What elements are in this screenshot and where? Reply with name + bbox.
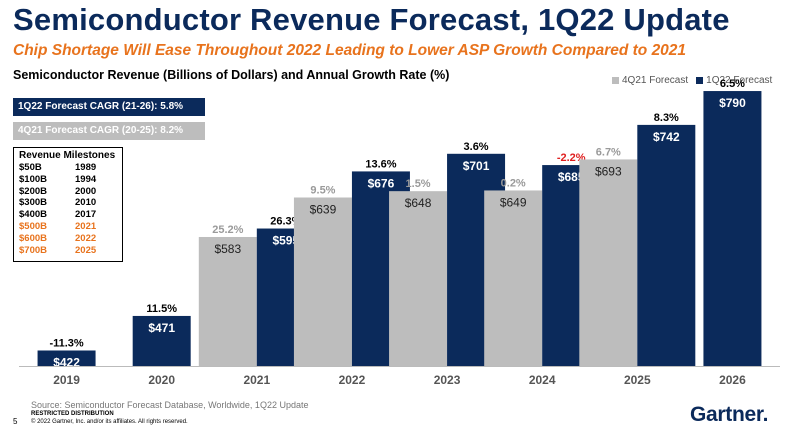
x-tick-label: 2025	[624, 373, 651, 387]
footer-source: Source: Semiconductor Forecast Database,…	[31, 400, 309, 410]
milestone-year: 1994	[75, 173, 97, 185]
bar-1q22	[132, 315, 191, 366]
milestone-year: 2025	[75, 244, 97, 256]
bar-4q21	[198, 236, 257, 366]
slide-title: Semiconductor Revenue Forecast, 1Q22 Upd…	[13, 2, 730, 37]
milestone-value: $100B	[19, 173, 47, 185]
bar-value-label-1q22: $422	[53, 355, 80, 369]
bar-value-label-1q22: $471	[148, 321, 175, 335]
growth-label-1q22: 3.6%	[464, 141, 489, 153]
bar-value-label-4q21: $639	[310, 203, 337, 217]
milestone-value: $600B	[19, 232, 47, 244]
gartner-logo: Gartner.	[690, 403, 768, 427]
growth-label-1q22: 8.3%	[654, 112, 679, 124]
growth-label-1q22: 11.5%	[146, 303, 177, 315]
milestone-row: $100B 1994	[19, 174, 96, 186]
milestone-row: $300B 2010	[19, 197, 96, 209]
revenue-milestones-box: Revenue Milestones $50B 1989 $100B 1994 $200…	[13, 147, 123, 262]
bar-value-label-1q22: $790	[719, 96, 746, 110]
footer-restricted: RESTRICTED DISTRIBUTION	[31, 411, 114, 417]
growth-label-4q21: 9.5%	[310, 185, 335, 197]
growth-label-4q21: 25.2%	[212, 224, 243, 236]
legend-item-1q22: 1Q22 Forecast	[696, 75, 772, 86]
milestone-year: 2021	[75, 220, 97, 232]
x-tick-label: 2020	[148, 373, 175, 387]
bar-value-label-4q21: $583	[214, 242, 241, 256]
milestone-year: 2010	[75, 197, 97, 209]
x-tick-label: 2019	[53, 373, 80, 387]
bar-4q21	[389, 191, 448, 366]
bar-4q21	[579, 159, 638, 366]
milestones-title: Revenue Milestones	[19, 150, 116, 161]
x-tick-label: 2026	[719, 373, 746, 387]
growth-label-4q21: 6.7%	[596, 146, 621, 158]
bar-4q21	[484, 190, 543, 366]
milestone-row: $50B 1989	[19, 162, 96, 174]
growth-label-1q22: 6.5%	[720, 78, 745, 90]
milestone-year: 1989	[75, 162, 97, 173]
milestone-year: 2022	[75, 232, 97, 244]
milestone-row: $600B 2022	[19, 233, 96, 245]
x-tick-label: 2023	[434, 373, 461, 387]
chart-legend: 4Q21 Forecast 1Q22 Forecast	[612, 75, 772, 86]
page-number: 5	[13, 417, 18, 426]
x-tick-label: 2021	[243, 373, 270, 387]
growth-label-1q22: 13.6%	[365, 158, 396, 170]
slide-subtitle: Chip Shortage Will Ease Throughout 2022 …	[13, 42, 687, 59]
growth-label-1q22: -2.2%	[557, 152, 586, 164]
milestone-value: $300B	[19, 197, 47, 209]
logo-text: Gartner	[690, 403, 763, 426]
bar-1q22	[637, 124, 696, 366]
logo-dot: .	[762, 403, 769, 426]
bar-value-label-1q22: $685	[558, 170, 585, 184]
bar-value-label-1q22: $676	[368, 176, 395, 190]
milestone-year: 2000	[75, 185, 97, 197]
bar-value-label-4q21: $649	[500, 195, 527, 209]
bar-value-label-1q22: $742	[653, 130, 680, 144]
x-tick-label: 2022	[339, 373, 366, 387]
milestone-row: $700B 2025	[19, 245, 96, 257]
milestone-row: $200B 2000	[19, 186, 96, 198]
growth-label-1q22: 26.3%	[270, 216, 301, 228]
legend-swatch-1q22	[696, 77, 704, 84]
milestone-year: 2017	[75, 209, 97, 221]
bar-value-label-4q21: $648	[405, 196, 432, 210]
cagr-1q22-label: 1Q22 Forecast CAGR (21-26): 5.8%	[13, 98, 205, 116]
footer-copyright: © 2022 Gartner, Inc. and/or its affiliat…	[31, 419, 188, 425]
legend-label-1q22: 1Q22 Forecast	[706, 75, 773, 86]
bar-1q22	[703, 91, 762, 367]
bar-1q22	[37, 350, 96, 366]
cagr-4q21-label: 4Q21 Forecast CAGR (20-25): 8.2%	[13, 122, 205, 140]
bar-4q21	[293, 197, 352, 366]
chart-title: Semiconductor Revenue (Billions of Dolla…	[13, 68, 450, 82]
milestone-value: $200B	[19, 185, 47, 197]
milestone-value: $400B	[19, 209, 47, 221]
x-tick-label: 2024	[529, 373, 556, 387]
bar-value-label-1q22: $595	[272, 234, 299, 248]
bar-value-label-4q21: $693	[595, 164, 622, 178]
milestone-row: $500B 2021	[19, 221, 96, 233]
bar-value-label-1q22: $701	[463, 159, 490, 173]
milestone-value: $700B	[19, 244, 47, 256]
growth-label-4q21: 0.2%	[501, 177, 526, 189]
legend-swatch-4q21	[612, 77, 619, 84]
milestone-value: $500B	[19, 220, 47, 232]
growth-label-1q22: -11.3%	[49, 337, 83, 349]
legend-label-4q21: 4Q21 Forecast	[622, 75, 689, 86]
milestones-table: $50B 1989 $100B 1994 $200B 2000 $300B 2010 $400B…	[19, 162, 96, 256]
legend-item-4q21: 4Q21 Forecast	[612, 75, 688, 86]
growth-label-4q21: 1.5%	[406, 178, 431, 190]
milestone-value: $50B	[19, 162, 42, 173]
milestone-row: $400B 2017	[19, 209, 96, 221]
